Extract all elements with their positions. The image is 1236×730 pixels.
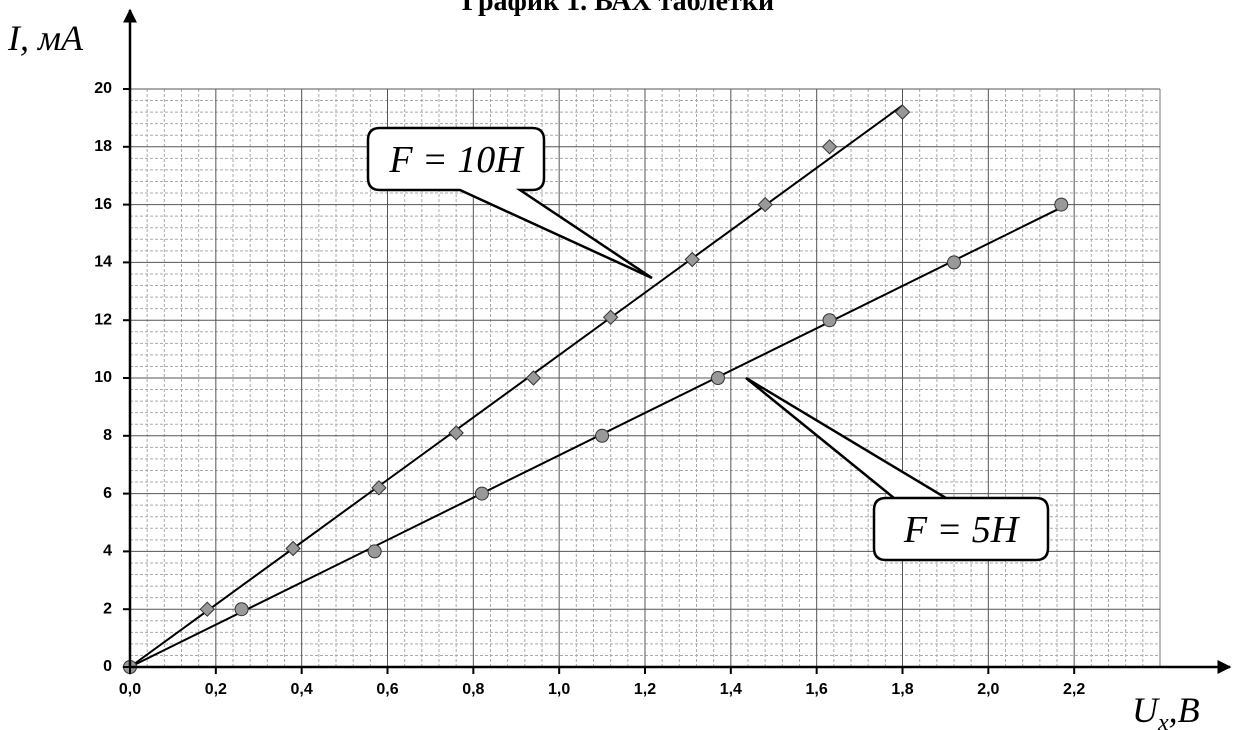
callout-label: F = 10H [388, 139, 525, 181]
diamond-marker [525, 370, 542, 386]
x-tick-label: 1,2 [634, 681, 656, 698]
y-tick-label: 18 [94, 138, 112, 155]
y-tick-label: 20 [94, 80, 112, 97]
diamond-marker [448, 425, 464, 441]
plot [122, 104, 1069, 675]
x-tick-label: 1,6 [806, 681, 828, 698]
x-tick-label: 0,0 [119, 681, 141, 698]
diamond-marker [894, 104, 911, 120]
circle-marker [367, 544, 382, 559]
circle-marker [947, 255, 961, 270]
y-tick-label: 14 [94, 254, 112, 271]
circle-marker [1054, 197, 1069, 212]
x-tick-label: 0,6 [376, 681, 398, 698]
x-tick-label: 2,2 [1063, 681, 1085, 698]
y-tick-label: 10 [94, 369, 112, 386]
y-axis-label: I, мА [7, 18, 84, 58]
y-tick-label: 16 [94, 196, 112, 213]
y-tick-label: 12 [94, 311, 112, 328]
trend-line [129, 104, 904, 668]
circle-marker [595, 428, 610, 443]
diamond-marker [199, 601, 215, 617]
y-tick-label: 0 [103, 658, 112, 675]
x-tick-label: 1,8 [891, 681, 913, 698]
y-tick-label: 8 [103, 427, 112, 444]
x-tick-label: 2,0 [977, 681, 999, 698]
diamond-marker [821, 139, 838, 155]
callout-box [366, 126, 653, 280]
x-tick-label: 0,4 [291, 681, 313, 698]
callout-label: F = 5H [903, 509, 1021, 551]
diamond-marker [684, 251, 700, 268]
x-tick-label: 1,0 [548, 681, 570, 698]
diamond-marker [757, 196, 773, 213]
x-label-main: U [1132, 690, 1160, 730]
x-tick-label: 1,4 [720, 681, 742, 698]
circle-marker [474, 486, 489, 501]
y-tick-label: 6 [103, 485, 112, 502]
y-tick-label: 4 [103, 543, 112, 560]
x-label-rest: ,B [1169, 690, 1200, 730]
x-tick-label: 0,2 [205, 681, 227, 698]
x-label-sub: x [1157, 710, 1169, 730]
x-axis-label: Ux,B [1132, 690, 1200, 730]
diamond-marker [285, 540, 301, 557]
callout-box [745, 376, 1050, 562]
diamond-marker [602, 309, 619, 326]
grid [129, 88, 1161, 668]
chart-title: График 1. ВАХ таблетки [462, 0, 774, 17]
diamond-marker [371, 480, 387, 496]
circle-marker [710, 371, 725, 385]
circle-marker [234, 602, 249, 617]
y-tick-label: 2 [103, 600, 112, 617]
circle-marker [822, 313, 837, 328]
x-tick-label: 0,8 [462, 681, 484, 698]
